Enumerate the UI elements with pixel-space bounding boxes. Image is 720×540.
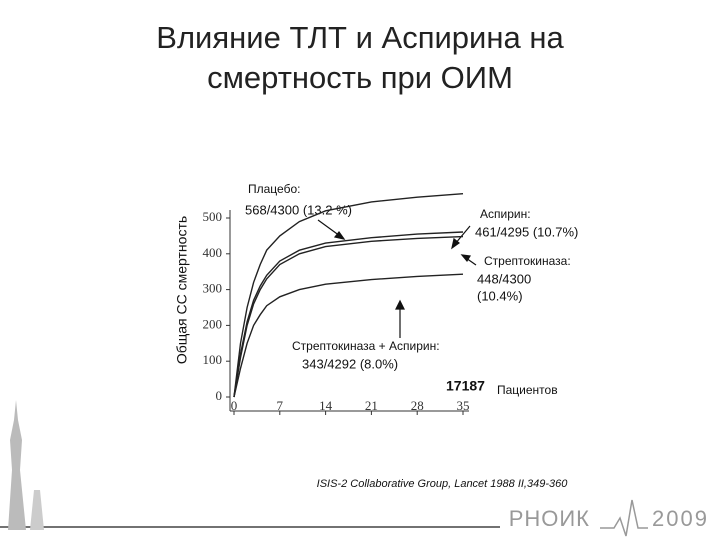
x-tick-label: 0 [231,398,238,413]
series-line [233,273,464,398]
slide-title: Влияние ТЛТ и Аспирина на смертность при… [156,20,564,95]
y-tick-label: 300 [203,281,223,296]
series-label: Аспирин: [480,207,531,221]
logo-text: РНОИК [509,506,590,531]
arrows [317,219,477,338]
logo-year: 2009 [652,506,709,531]
series-label: Плацебо: [248,182,300,196]
y-tick-label: 200 [203,316,223,331]
annotation: (10.4%) [477,288,523,303]
annotation: 343/4292 (8.0%) [302,356,398,371]
x-tick-label: 7 [277,398,284,413]
annotation: 17187 [446,378,485,394]
x-tick-label: 35 [457,398,470,413]
x-tick-label: 28 [411,398,424,413]
x-tick-label: 14 [319,398,333,413]
annotation: 568/4300 (13.2 %) [245,202,352,217]
annotation: 448/4300 [477,271,531,286]
series-label: Стрептокиназа: [484,254,571,268]
y-axis-label: Общая СС смертность [174,216,190,364]
annotation: 461/4295 (10.7%) [475,224,578,239]
annotation: Пациентов [497,383,558,397]
series-label: Стрептокиназа + Аспирин: [292,339,440,353]
decoration [0,400,648,537]
series-line [233,193,464,398]
y-tick-label: 500 [203,209,223,224]
y-tick-label: 100 [203,352,223,367]
series-line [233,231,464,398]
series-line [233,235,464,398]
y-tick-label: 400 [203,245,223,260]
y-tick-label: 0 [216,388,223,403]
x-tick-label: 21 [365,398,378,413]
citation: ISIS-2 Collaborative Group, Lancet 1988 … [317,478,569,490]
